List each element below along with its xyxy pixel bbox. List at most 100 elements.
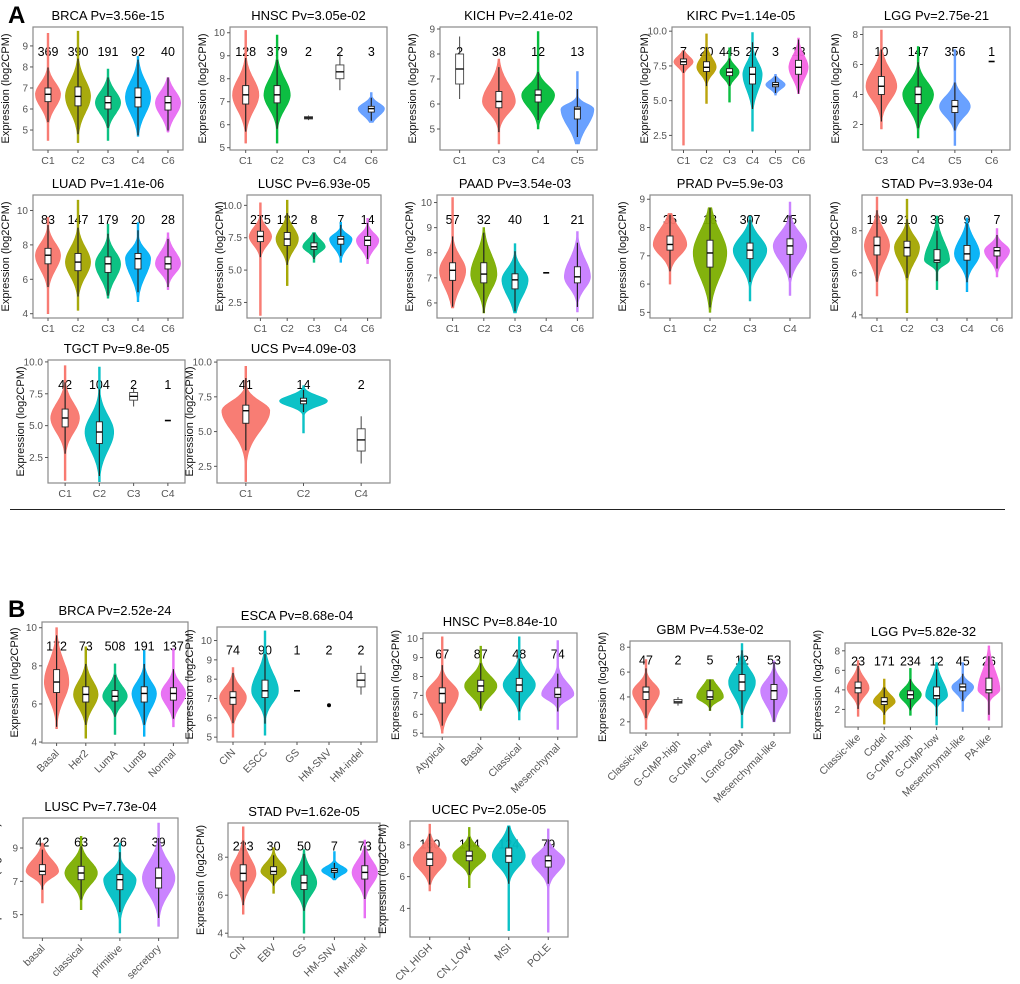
box bbox=[666, 235, 674, 251]
group-c6: C6 21 bbox=[563, 213, 591, 335]
panel-title: KICH Pv=2.41e-02 bbox=[464, 8, 573, 23]
group-c3: C3 40 bbox=[501, 213, 529, 335]
y-tick-label: 7.5 bbox=[198, 392, 212, 403]
x-tick-label: PA-like bbox=[963, 732, 995, 764]
x-tick-label: C4 bbox=[354, 488, 368, 500]
group-c2: C2147 bbox=[65, 199, 91, 335]
panel-title: BRCA Pv=3.56e-15 bbox=[51, 8, 164, 23]
y-axis-title: Expression (log2CPM) bbox=[377, 824, 389, 934]
sample-count-label: 50 bbox=[297, 839, 311, 853]
sample-count-label: 171 bbox=[874, 654, 895, 668]
x-tick-label: C3 bbox=[723, 155, 737, 167]
x-tick-label: C1 bbox=[870, 323, 884, 335]
panel-a-tgct: TGCT Pv=9.8e-05 Expression (log2CPM) 2.5 5.… bbox=[15, 341, 186, 500]
x-tick-label: C2 bbox=[900, 323, 914, 335]
plot-area bbox=[671, 26, 811, 151]
x-tick-label: primitive bbox=[89, 943, 125, 979]
y-tick-label: 5 bbox=[206, 733, 212, 744]
x-tick-label: C2 bbox=[297, 488, 311, 500]
box bbox=[573, 106, 581, 120]
sample-count-label: 32 bbox=[477, 213, 491, 227]
y-tick-label: 7 bbox=[429, 75, 435, 86]
group-c4: C49 bbox=[954, 213, 980, 335]
x-tick-label: C4 bbox=[334, 323, 348, 335]
y-tick-label: 8 bbox=[219, 74, 225, 85]
y-tick-label: 6 bbox=[412, 710, 418, 721]
y-tick-label: 6 bbox=[851, 268, 857, 279]
sample-count-label: 2 bbox=[358, 644, 365, 658]
sample-count-label: 1 bbox=[164, 378, 171, 392]
y-tick-label: 5 bbox=[219, 143, 225, 154]
box bbox=[270, 866, 278, 875]
sample-count-label: 508 bbox=[105, 640, 126, 654]
group-c4: C4 2 bbox=[333, 45, 347, 167]
x-tick-label: classical bbox=[50, 943, 87, 980]
y-tick-label: 2.5 bbox=[29, 453, 43, 464]
x-tick-label: GS bbox=[290, 942, 309, 961]
y-tick-label: 7 bbox=[426, 273, 432, 284]
y-tick-label: 4 bbox=[852, 90, 858, 101]
box bbox=[337, 235, 345, 245]
y-axis-title: Expression (log2CPM) bbox=[390, 630, 402, 740]
y-axis-title: Expression (log2CPM) bbox=[404, 201, 416, 311]
sample-count-label: 1 bbox=[543, 213, 550, 227]
y-tick-label: 4 bbox=[851, 310, 857, 321]
group-c5: C5 13 bbox=[560, 45, 595, 167]
group-c6: C6 1 bbox=[985, 45, 999, 167]
sample-count-label: 92 bbox=[131, 45, 145, 59]
box bbox=[140, 686, 148, 703]
y-tick-label: 6 bbox=[426, 298, 432, 309]
y-tick-label: 5 bbox=[412, 729, 418, 740]
panel-title: LUSC Pv=7.73e-04 bbox=[44, 799, 156, 814]
x-tick-label: CIN bbox=[217, 747, 238, 768]
y-tick-label: 10.0 bbox=[648, 27, 668, 38]
group-c2: C2182 bbox=[275, 199, 299, 335]
box bbox=[116, 874, 124, 891]
y-axis-title: Expression (log2CPM) bbox=[9, 627, 21, 737]
x-tick-label: C6 bbox=[365, 155, 379, 167]
y-tick-label: 4 bbox=[399, 904, 405, 915]
x-tick-label: C6 bbox=[985, 155, 999, 167]
sample-count-label: 40 bbox=[508, 213, 522, 227]
x-tick-label: C3 bbox=[743, 323, 757, 335]
panel-title: PAAD Pv=3.54e-03 bbox=[459, 176, 571, 191]
sample-count-label: 7 bbox=[337, 213, 344, 227]
sample-count-label: 8 bbox=[311, 213, 318, 227]
y-tick-label: 6 bbox=[22, 105, 28, 116]
group-c1: C141 bbox=[221, 366, 271, 500]
y-tick-label: 6 bbox=[219, 120, 225, 131]
sample-count-label: 3 bbox=[772, 45, 779, 59]
y-tick-label: 8 bbox=[426, 248, 432, 259]
y-tick-label: 4 bbox=[834, 685, 840, 696]
x-tick-label: C3 bbox=[302, 155, 316, 167]
y-tick-label: 9 bbox=[219, 51, 225, 62]
y-tick-label: 10 bbox=[17, 206, 29, 217]
y-tick-label: 5 bbox=[429, 125, 435, 136]
group-c4: C4 20 bbox=[125, 213, 151, 335]
group-c4: C4 7 bbox=[329, 213, 353, 335]
x-tick-label: C6 bbox=[792, 155, 806, 167]
group-c3: C3 191 bbox=[95, 45, 121, 167]
box bbox=[544, 855, 552, 868]
panel-a-luad: LUAD Pv=1.41e-06 Expression (log2CPM) 4 6 8 1… bbox=[0, 176, 184, 335]
sample-count-label: 179 bbox=[98, 213, 119, 227]
y-tick-label: 4 bbox=[217, 929, 223, 940]
box bbox=[505, 847, 513, 863]
x-tick-label: Basal bbox=[459, 742, 486, 769]
x-tick-label: C4 bbox=[531, 155, 545, 167]
y-tick-label: 8 bbox=[206, 675, 212, 686]
group-c2: C218 bbox=[692, 207, 728, 335]
data-point bbox=[327, 703, 331, 708]
sample-count-label: 3 bbox=[368, 45, 375, 59]
y-tick-label: 8 bbox=[851, 226, 857, 237]
box bbox=[134, 253, 142, 270]
box bbox=[242, 404, 250, 424]
panel-title: UCS Pv=4.09e-03 bbox=[251, 341, 356, 356]
sample-count-label: 2 bbox=[675, 654, 682, 668]
x-tick-label: Normal bbox=[146, 748, 178, 780]
group-c1: C135 bbox=[652, 213, 688, 335]
y-tick-label: 7 bbox=[22, 83, 28, 94]
sample-count-label: 1 bbox=[294, 644, 301, 658]
group-c3: C310 bbox=[865, 29, 898, 167]
